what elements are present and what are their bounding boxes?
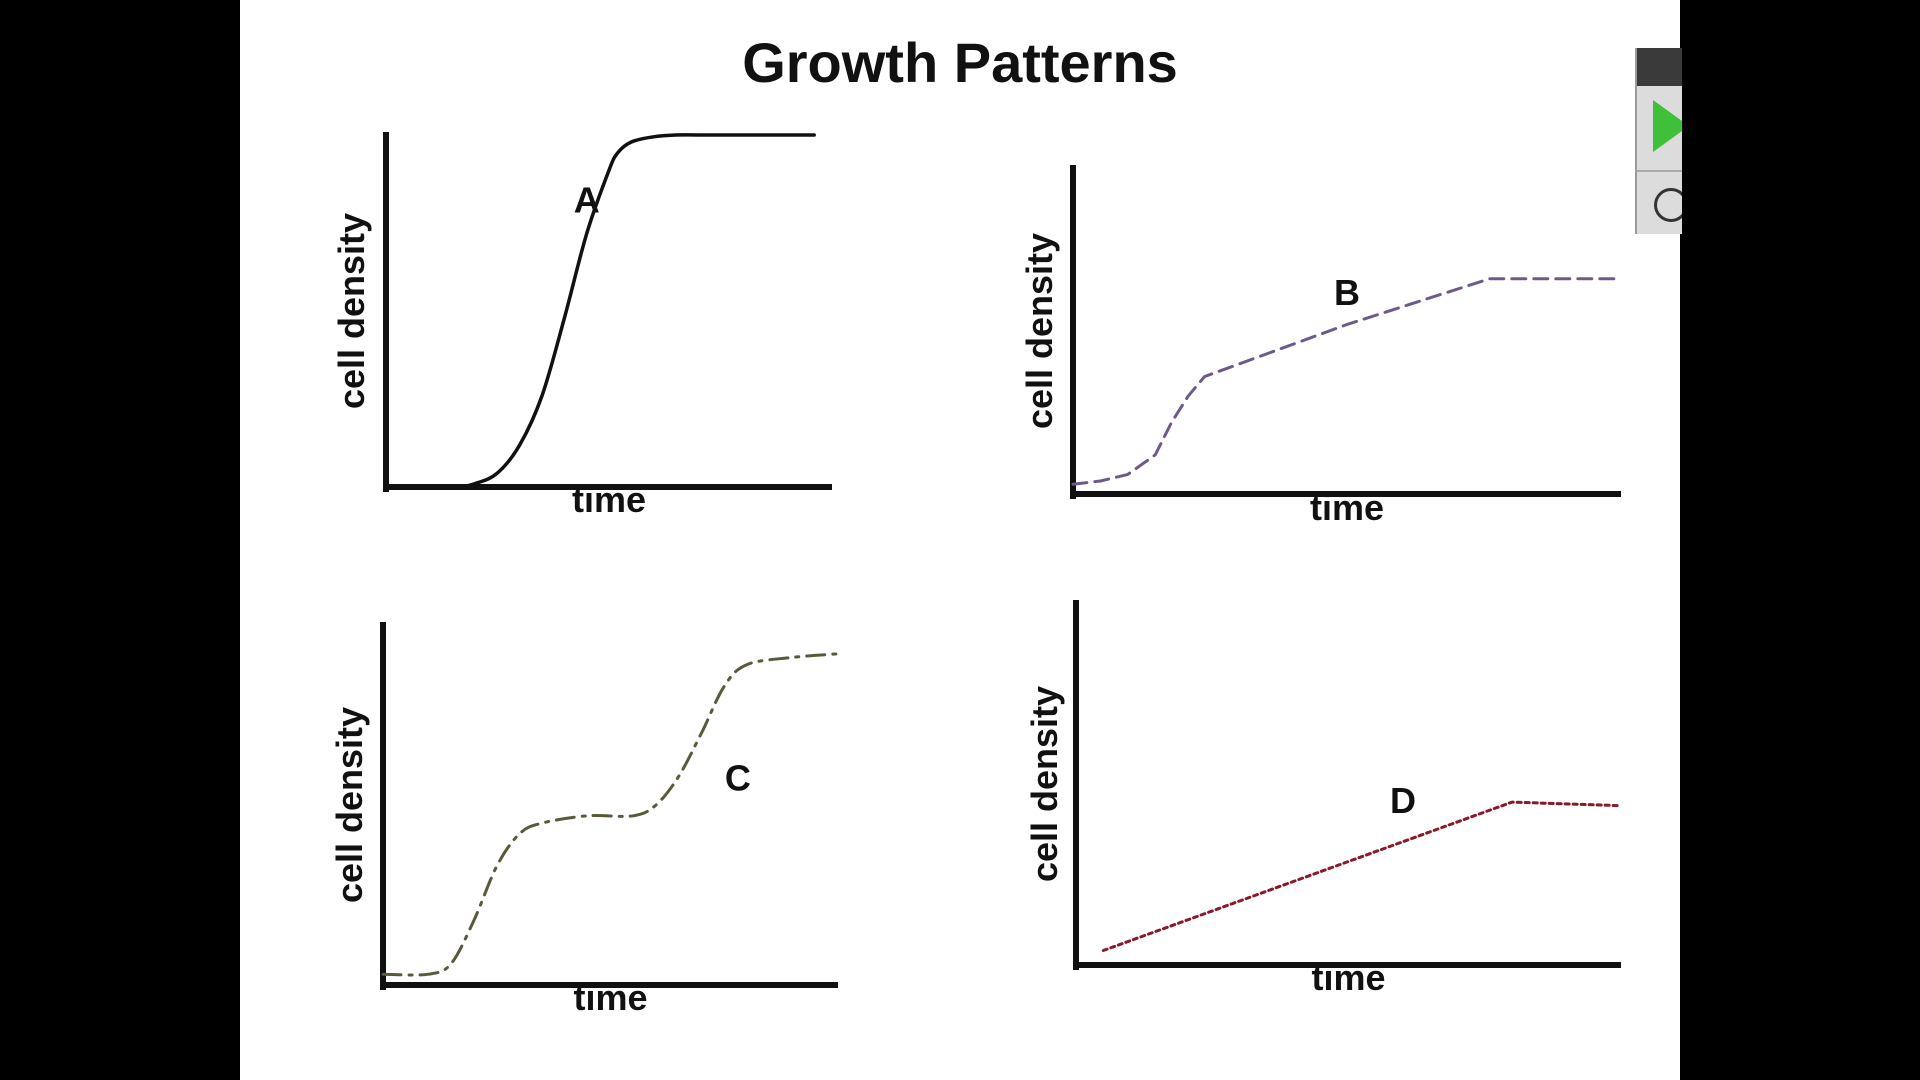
media-player-widget[interactable]	[1635, 48, 1682, 234]
play-icon[interactable]	[1653, 100, 1682, 152]
x-axis-label: time	[1311, 957, 1385, 998]
chart-top-right: time cell density B	[1019, 165, 1623, 528]
circle-icon[interactable]	[1654, 188, 1682, 222]
curve-label-A: A	[574, 179, 600, 220]
chart-bottom-left: time cell density C	[329, 622, 840, 1018]
series-line-B	[1071, 277, 1623, 486]
y-axis-label: cell density	[1024, 686, 1065, 882]
y-axis-label: cell density	[331, 213, 372, 409]
y-axis-label: cell density	[329, 707, 370, 903]
curve-label-C: C	[725, 758, 751, 799]
player-divider	[1637, 170, 1682, 172]
x-axis-label: time	[573, 977, 647, 1018]
x-axis-label: time	[572, 479, 646, 520]
x-axis-label: time	[1310, 487, 1384, 528]
curve-label-B: B	[1334, 272, 1360, 313]
curve-label-D: D	[1390, 780, 1416, 821]
player-header-bar	[1637, 48, 1682, 86]
series-line-D	[1101, 800, 1623, 952]
series-line-A	[384, 133, 816, 490]
y-axis-label: cell density	[1019, 233, 1060, 429]
slide-title: Growth Patterns	[742, 31, 1178, 94]
series-line-C	[381, 652, 840, 977]
chart-top-left: time cell density A	[331, 132, 832, 520]
chart-bottom-right: time cell density D	[1024, 600, 1623, 998]
